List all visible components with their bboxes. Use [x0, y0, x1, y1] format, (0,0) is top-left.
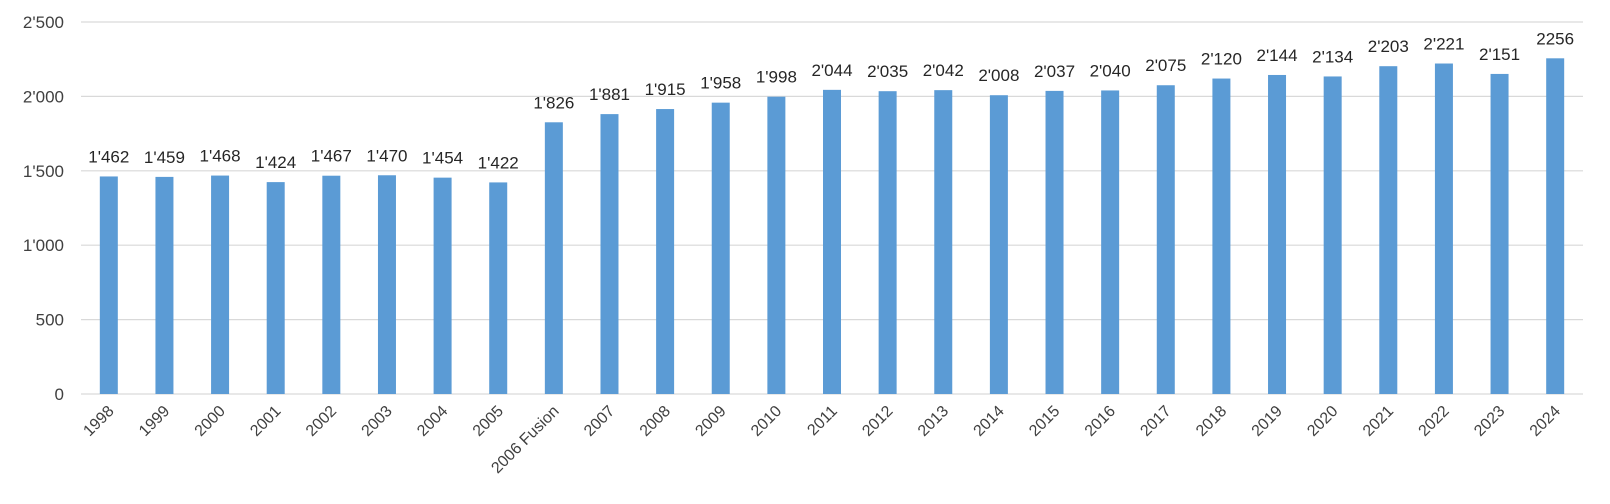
data-label: 1'915: [645, 80, 686, 99]
x-tick-label: 2024: [1527, 403, 1564, 440]
bar: [211, 175, 230, 394]
bar: [155, 176, 174, 394]
data-label: 1'881: [589, 85, 630, 104]
data-label: 1'422: [478, 153, 519, 172]
bar: [711, 102, 730, 394]
x-tick-label: 2020: [1304, 403, 1341, 440]
data-label: 2'035: [867, 62, 908, 81]
data-label: 2'203: [1368, 37, 1409, 56]
bars: [99, 58, 1565, 395]
y-tick-label: 1'500: [23, 162, 64, 181]
bar: [934, 90, 953, 395]
bar: [266, 182, 285, 394]
data-label: 1'459: [144, 148, 185, 167]
x-tick-label: 2019: [1249, 403, 1286, 440]
y-tick-label: 500: [36, 311, 64, 330]
x-tick-label: 2003: [359, 403, 396, 440]
x-tick-label: 1999: [136, 403, 173, 440]
x-tick-label: 2017: [1137, 403, 1174, 440]
x-tick-label: 2011: [804, 403, 840, 439]
bar: [1434, 63, 1453, 395]
x-tick-label: 2013: [915, 403, 952, 440]
bar: [767, 96, 786, 394]
data-label: 1'468: [200, 147, 241, 166]
data-label: 1'454: [422, 149, 463, 168]
data-label: 2'134: [1312, 47, 1353, 66]
bar: [1045, 90, 1064, 394]
x-tick-label: 2004: [414, 403, 451, 440]
data-label: 2'221: [1423, 35, 1464, 54]
data-label: 2'151: [1479, 45, 1520, 64]
data-label: 1'424: [255, 153, 296, 172]
x-tick-label: 1998: [80, 403, 117, 440]
bar: [656, 109, 675, 394]
y-tick-label: 2'000: [23, 87, 64, 106]
bar: [600, 114, 619, 394]
data-label: 1'462: [88, 147, 129, 166]
data-label: 1'467: [311, 147, 352, 166]
x-tick-label: 2010: [748, 403, 785, 440]
y-tick-label: 0: [55, 385, 64, 404]
y-tick-label: 2'500: [23, 13, 64, 32]
x-tick-label: 2005: [470, 403, 507, 440]
x-tick-label: 2007: [581, 403, 618, 440]
data-label: 2'037: [1034, 62, 1075, 81]
bar: [1379, 66, 1398, 394]
y-axis-ticks: 0 500 1'000 1'500 2'000 2'500: [23, 13, 64, 404]
data-label: 2'040: [1090, 61, 1131, 80]
bar: [322, 175, 341, 394]
x-tick-label: 2023: [1471, 403, 1508, 440]
x-tick-label: 2009: [692, 403, 729, 440]
bar: [1212, 78, 1231, 394]
data-label: 2'044: [811, 61, 852, 80]
bar: [1323, 76, 1342, 394]
data-label: 2256: [1536, 29, 1574, 48]
bar: [1490, 73, 1509, 394]
data-label: 2'144: [1256, 46, 1297, 65]
x-tick-label: 2022: [1416, 403, 1453, 440]
data-label: 1'826: [533, 93, 574, 112]
data-label: 1'470: [366, 146, 407, 165]
data-label: 2'008: [978, 66, 1019, 85]
x-tick-label: 2015: [1026, 403, 1063, 440]
bar: [377, 175, 396, 394]
bar: [989, 95, 1008, 395]
bar: [1101, 90, 1120, 394]
x-tick-label: 2008: [637, 403, 674, 440]
x-tick-label: 2012: [859, 403, 896, 440]
y-tick-label: 1'000: [23, 236, 64, 255]
bar: [878, 91, 897, 394]
bar: [1546, 58, 1565, 395]
data-label: 2'120: [1201, 50, 1242, 69]
bar: [1156, 85, 1175, 395]
data-label: 1'958: [700, 74, 741, 93]
x-tick-label: 2018: [1193, 403, 1230, 440]
data-label: 1'998: [756, 68, 797, 87]
data-label: 2'075: [1145, 56, 1186, 75]
bar: [433, 177, 452, 394]
x-tick-label: 2000: [192, 403, 229, 440]
bar: [489, 182, 508, 394]
x-tick-label: 2021: [1360, 403, 1397, 440]
x-tick-label: 2001: [247, 403, 284, 440]
bar: [823, 89, 841, 395]
x-tick-label: 2016: [1082, 403, 1119, 440]
bar: [99, 176, 118, 394]
x-tick-label: 2002: [303, 403, 340, 440]
data-label: 2'042: [923, 61, 964, 80]
data-labels: 1'462 1'459 1'468 1'424 1'467 1'470 1'454 1'422…: [88, 29, 1574, 172]
bar: [544, 122, 563, 394]
x-tick-label: 2014: [971, 403, 1008, 440]
bar: [1268, 74, 1287, 394]
